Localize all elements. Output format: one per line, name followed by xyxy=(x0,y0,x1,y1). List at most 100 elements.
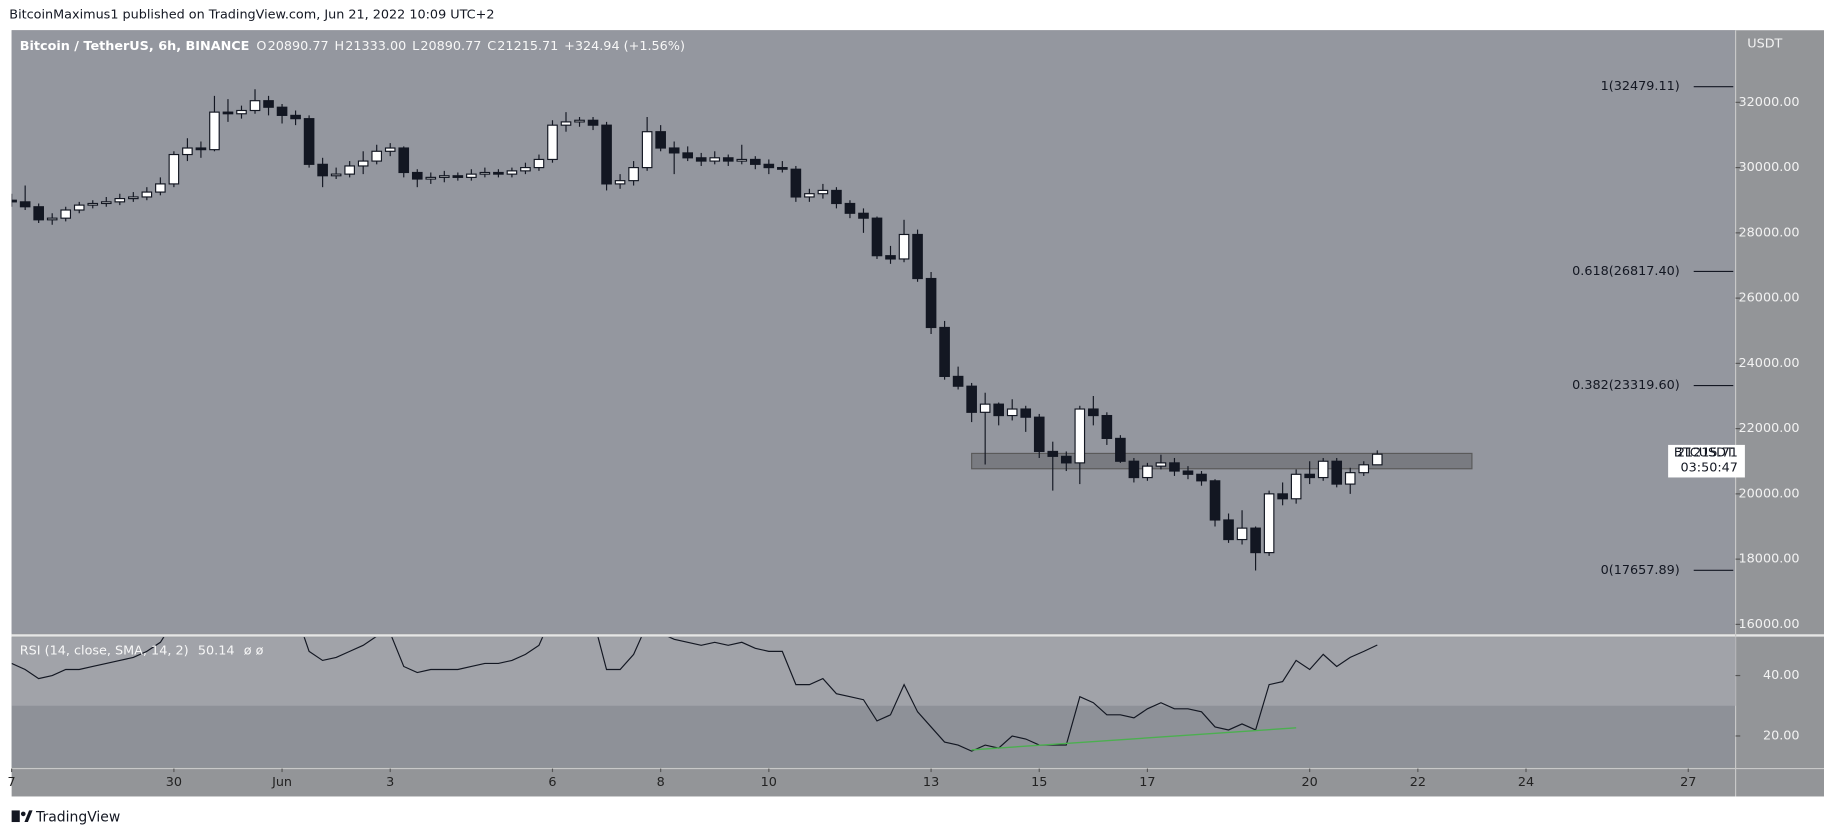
candle-body xyxy=(344,165,355,175)
candle-body xyxy=(1236,527,1248,541)
candle-body xyxy=(1101,414,1113,439)
candle-body xyxy=(614,180,626,185)
change-label: +324.94 (+1.56%) xyxy=(564,39,685,54)
ohlc-key: L xyxy=(412,39,420,54)
x-tick-label: 6 xyxy=(548,775,556,790)
rsi-label: RSI (14, close, SMA, 14, 2) xyxy=(20,644,189,659)
candle-body xyxy=(46,217,58,221)
candle-body xyxy=(1277,493,1288,500)
candle-body xyxy=(493,171,504,175)
candle-body xyxy=(195,147,207,151)
candle-body xyxy=(1020,408,1032,418)
candle-body xyxy=(1358,464,1370,474)
y-tick-label: 16000.00 xyxy=(1739,617,1800,632)
candle-body xyxy=(695,157,707,162)
candle-body xyxy=(736,158,748,162)
candle-body xyxy=(222,111,234,115)
candle-body xyxy=(249,100,261,112)
price-tag-price: 21215.71 xyxy=(1677,446,1738,461)
candle-body xyxy=(371,150,383,162)
fib-label: 0(17657.89) xyxy=(1601,563,1680,578)
candle-body xyxy=(141,191,153,198)
price-plot xyxy=(11,89,1473,571)
candle-body xyxy=(384,147,396,152)
candle-body xyxy=(19,201,31,208)
candle-body xyxy=(817,189,829,195)
ohlc-key: C xyxy=(487,39,496,54)
candle-body xyxy=(898,233,910,260)
candle-body xyxy=(601,124,612,185)
candle-body xyxy=(1182,470,1194,475)
candle-body xyxy=(1115,437,1126,462)
rsi-band xyxy=(11,637,1736,706)
candle-body xyxy=(155,183,166,193)
footer-brand: TradingView xyxy=(35,809,120,825)
fib-label: 0.618(26817.40) xyxy=(1572,264,1680,279)
candle-body xyxy=(831,189,842,205)
divergence-line xyxy=(971,727,1297,751)
candle-body xyxy=(1047,450,1059,457)
ohlc-value: 21215.71 xyxy=(497,39,558,54)
x-tick-label: 15 xyxy=(1031,775,1047,790)
candle-body xyxy=(655,131,666,149)
candle-body xyxy=(641,131,653,169)
candle-body xyxy=(182,147,193,156)
y-tick-label: 26000.00 xyxy=(1739,291,1800,306)
candle-body xyxy=(276,106,288,116)
ohlc-key: O xyxy=(256,39,266,54)
candle-body xyxy=(1006,408,1018,417)
y-tick-label: 28000.00 xyxy=(1739,225,1800,240)
byline: BitcoinMaximus1 published on TradingView… xyxy=(9,8,494,23)
candle-body xyxy=(777,167,788,170)
candle-body xyxy=(885,255,896,260)
candle-body xyxy=(1223,519,1234,541)
x-tick-label: 24 xyxy=(1518,775,1534,790)
price-tag-countdown: 03:50:47 xyxy=(1680,461,1737,476)
price-pane xyxy=(11,30,1736,634)
candle-body xyxy=(966,385,977,413)
y-tick-label: 22000.00 xyxy=(1739,421,1800,436)
overlay: 7 30 Jun 3 6 8 10 13 15 17 20 22 24 27 16000.00 18000.0… xyxy=(8,39,1800,790)
rsi-line xyxy=(11,637,1378,752)
candle-body xyxy=(425,176,437,180)
footer-logo xyxy=(11,810,33,823)
fib-label: 0.382(23319.60) xyxy=(1572,378,1680,393)
y-tick-label: 20000.00 xyxy=(1739,486,1800,501)
candle-body xyxy=(466,173,477,178)
candle-body xyxy=(1304,473,1315,479)
price-tag-bg xyxy=(1668,444,1745,478)
candle-body xyxy=(357,160,369,167)
y-tick-label: 30000.00 xyxy=(1739,160,1800,175)
x-tick-label: 22 xyxy=(1410,775,1426,790)
rsi-y-tick-label: 40.00 xyxy=(1763,668,1800,683)
candle-body xyxy=(993,403,1004,417)
candle-body xyxy=(709,157,721,162)
rsi-current: 50.14 xyxy=(198,644,235,659)
candle-body xyxy=(114,198,126,203)
candle-body xyxy=(925,277,937,329)
candle-body xyxy=(858,212,869,219)
candle-body xyxy=(533,158,545,169)
candle-body xyxy=(587,119,599,126)
candle-body xyxy=(290,114,301,120)
candle-body xyxy=(520,167,531,172)
rsi-y-tick-label: 20.00 xyxy=(1763,728,1800,743)
candle-body xyxy=(1128,460,1140,479)
candle-body xyxy=(73,204,85,211)
candle-body xyxy=(722,157,734,162)
candle-body xyxy=(1033,416,1045,453)
candle-body xyxy=(628,167,639,182)
candle-body xyxy=(1060,455,1072,464)
x-tick-label: 30 xyxy=(166,775,182,790)
candle-body xyxy=(1074,408,1086,464)
candle-body xyxy=(1331,460,1343,485)
x-tick-label: 17 xyxy=(1139,775,1155,790)
candle-body xyxy=(438,175,450,178)
x-tick-label: 10 xyxy=(761,775,777,790)
candle-body xyxy=(871,217,883,257)
candle-body xyxy=(128,196,139,200)
candle-body xyxy=(547,124,558,161)
candle-body xyxy=(1250,527,1261,554)
